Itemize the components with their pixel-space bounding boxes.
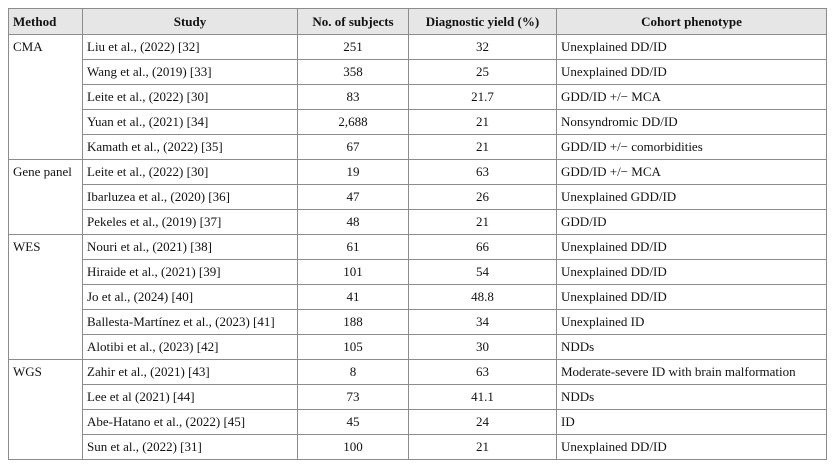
table-row: Pekeles et al., (2019) [37] 48 21 GDD/ID (9, 209, 827, 235)
table-cell: ID (556, 409, 827, 435)
table-row: Jo et al., (2024) [40] 41 48.8 Unexplained … (9, 284, 827, 310)
table-row: Ballesta-Martínez et al., (2023) [41] 188… (9, 309, 827, 335)
table-cell: Lee et al (2021) [44] (82, 384, 298, 410)
table-cell: Nonsyndromic DD/ID (556, 109, 827, 135)
table-cell: Unexplained ID (556, 309, 827, 335)
table-cell: 34 (408, 309, 557, 335)
table-cell: 41 (297, 284, 409, 310)
table-cell: 101 (297, 259, 409, 285)
table-cell: 45 (297, 409, 409, 435)
table-cell: Ballesta-Martínez et al., (2023) [41] (82, 309, 298, 335)
table-cell: 100 (297, 434, 409, 460)
table-cell: Unexplained DD/ID (556, 59, 827, 85)
table-cell: 47 (297, 184, 409, 210)
method-cell: CMA (8, 34, 83, 160)
column-header: Cohort phenotype (556, 8, 827, 35)
table-row: Yuan et al., (2021) [34] 2,688 21 Nonsyndro… (9, 109, 827, 135)
table-row: Alotibi et al., (2023) [42] 105 30 NDDs (9, 334, 827, 360)
table-cell: 2,688 (297, 109, 409, 135)
table-cell: Unexplained DD/ID (556, 234, 827, 260)
table-cell: 48 (297, 209, 409, 235)
table-cell: Nouri et al., (2021) [38] (82, 234, 298, 260)
table-row: WES Nouri et al., (2021) [38] 61 66 Unexplai… (8, 234, 827, 360)
header-row: Method Study No. of subjects Diagnostic yie… (8, 8, 827, 35)
table-cell: GDD/ID (556, 209, 827, 235)
column-header: No. of subjects (297, 8, 409, 35)
table-cell: Ibarluzea et al., (2020) [36] (82, 184, 298, 210)
table-cell: 73 (297, 384, 409, 410)
table-cell: NDDs (556, 384, 827, 410)
table-row: Lee et al (2021) [44] 73 41.1 NDDs (9, 384, 827, 410)
table-row: Sun et al., (2022) [31] 100 21 Unexplained … (9, 434, 827, 460)
table-cell: 48.8 (408, 284, 557, 310)
table-cell: 63 (408, 159, 557, 185)
method-cell: Gene panel (8, 159, 83, 235)
table-cell: 26 (408, 184, 557, 210)
table-cell: GDD/ID +/− MCA (556, 159, 827, 185)
table-cell: 21 (408, 134, 557, 160)
table-cell: Jo et al., (2024) [40] (82, 284, 298, 310)
table-cell: Unexplained DD/ID (556, 259, 827, 285)
table-row: Wang et al., (2019) [33] 358 25 Unexplained… (9, 59, 827, 85)
table-cell: 188 (297, 309, 409, 335)
table-cell: Pekeles et al., (2019) [37] (82, 209, 298, 235)
table-cell: Unexplained GDD/ID (556, 184, 827, 210)
table-row: Leite et al., (2022) [30] 83 21.7 GDD/ID +/… (9, 84, 827, 110)
table-cell: 30 (408, 334, 557, 360)
table: Method Study No. of subjects Diagnostic yie… (8, 8, 827, 460)
table-cell: Unexplained DD/ID (556, 284, 827, 310)
table-row: Hiraide et al., (2021) [39] 101 54 Unexplai… (9, 259, 827, 285)
table-cell: 32 (408, 34, 557, 60)
column-header: Method (8, 8, 83, 35)
table-row: Gene panel Leite et al., (2022) [30] 19 63 G… (8, 159, 827, 235)
table-cell: 251 (297, 34, 409, 60)
table-cell: Zahir et al., (2021) [43] (82, 359, 298, 385)
table-cell: Liu et al., (2022) [32] (82, 34, 298, 60)
table-cell: NDDs (556, 334, 827, 360)
table-cell: 358 (297, 59, 409, 85)
table-cell: 21 (408, 109, 557, 135)
table-cell: 21 (408, 209, 557, 235)
table-cell: Unexplained DD/ID (556, 434, 827, 460)
table-cell: 54 (408, 259, 557, 285)
column-header: Diagnostic yield (%) (408, 8, 557, 35)
table-cell: Wang et al., (2019) [33] (82, 59, 298, 85)
table-row: Abe-Hatano et al., (2022) [45] 45 24 ID (9, 409, 827, 435)
table-cell: 25 (408, 59, 557, 85)
table-cell: Leite et al., (2022) [30] (82, 159, 298, 185)
method-cell: WES (8, 234, 83, 360)
table-cell: Kamath et al., (2022) [35] (82, 134, 298, 160)
table-cell: Yuan et al., (2021) [34] (82, 109, 298, 135)
table-cell: 67 (297, 134, 409, 160)
table-cell: GDD/ID +/− comorbidities (556, 134, 827, 160)
table-cell: 63 (408, 359, 557, 385)
table-cell: 66 (408, 234, 557, 260)
table-cell: 105 (297, 334, 409, 360)
table-cell: Leite et al., (2022) [30] (82, 84, 298, 110)
table-cell: 24 (408, 409, 557, 435)
table-cell: 8 (297, 359, 409, 385)
table-cell: 61 (297, 234, 409, 260)
table-row: CMA Liu et al., (2022) [32] 251 32 Unexplain… (8, 34, 827, 160)
table-cell: Abe-Hatano et al., (2022) [45] (82, 409, 298, 435)
table-row: Kamath et al., (2022) [35] 67 21 GDD/ID +/−… (9, 134, 827, 160)
method-cell: WGS (8, 359, 83, 460)
table-cell: Hiraide et al., (2021) [39] (82, 259, 298, 285)
table-cell: Moderate-severe ID with brain malformati… (556, 359, 827, 385)
table-cell: Sun et al., (2022) [31] (82, 434, 298, 460)
table-cell: 83 (297, 84, 409, 110)
table-cell: 41.1 (408, 384, 557, 410)
table-cell: 19 (297, 159, 409, 185)
table-row: Ibarluzea et al., (2020) [36] 47 26 Unexpla… (9, 184, 827, 210)
table-cell: Unexplained DD/ID (556, 34, 827, 60)
table-row: WGS Zahir et al., (2021) [43] 8 63 Moderate-… (8, 359, 827, 460)
table-cell: Alotibi et al., (2023) [42] (82, 334, 298, 360)
table-cell: 21 (408, 434, 557, 460)
table-cell: 21.7 (408, 84, 557, 110)
column-header: Study (82, 8, 298, 35)
table-cell: GDD/ID +/− MCA (556, 84, 827, 110)
